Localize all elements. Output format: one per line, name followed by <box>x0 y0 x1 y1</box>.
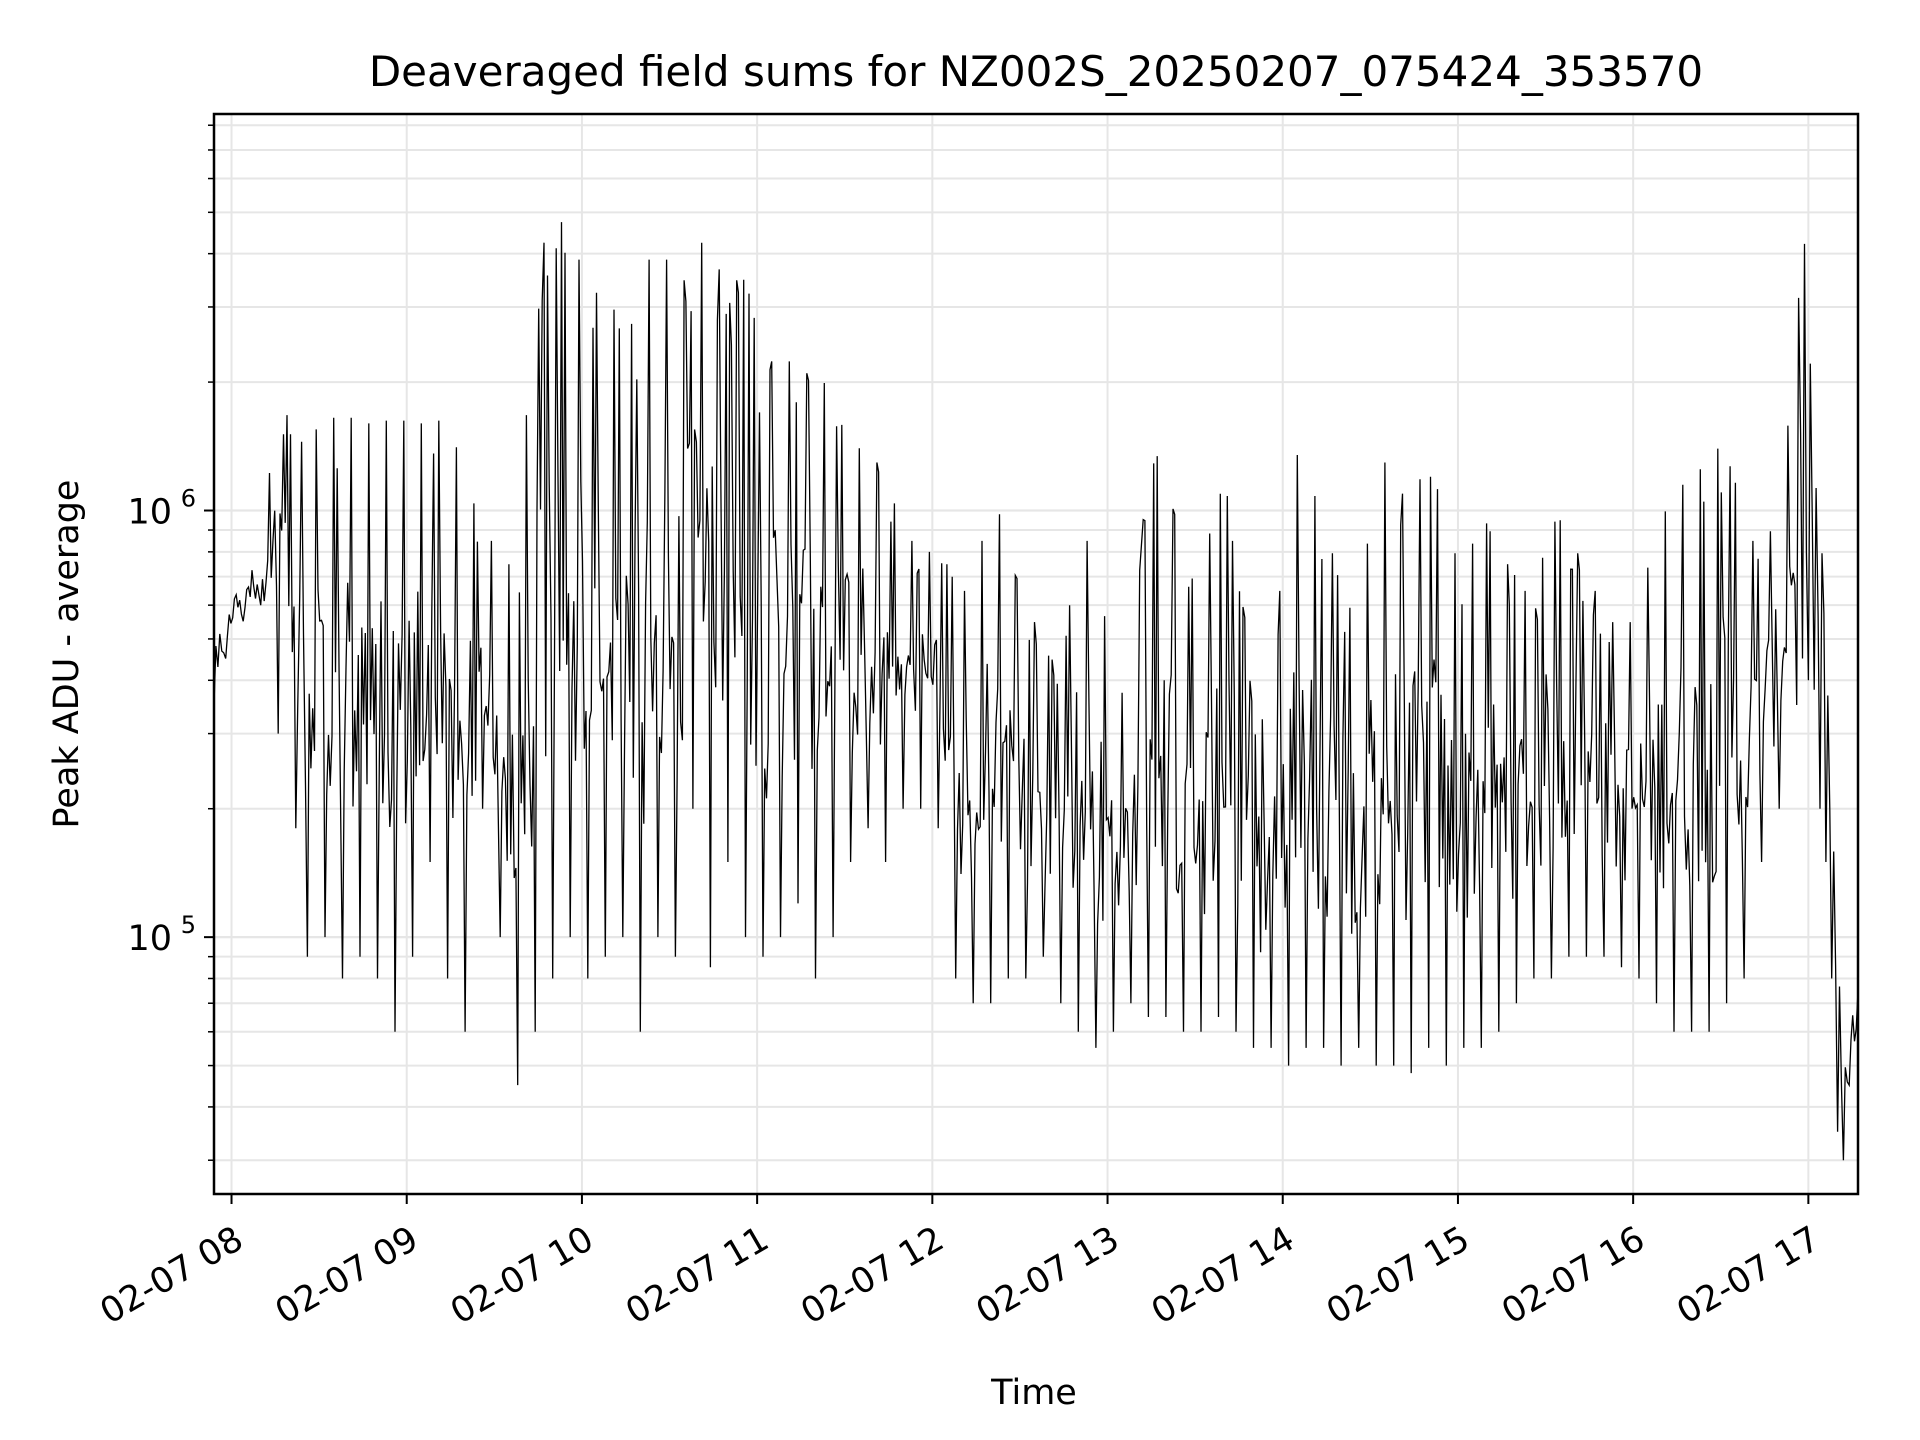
y-axis-label: Peak ADU - average <box>47 480 87 829</box>
y-tick-label: 10 <box>127 493 172 533</box>
series-layer <box>213 222 1859 1161</box>
y-tick-base: 10 <box>127 493 172 533</box>
chart-title: Deaveraged field sums for NZ002S_2025020… <box>369 47 1703 96</box>
y-tick-label: 10 <box>127 919 172 959</box>
y-tick-exponent: 6 <box>181 485 196 513</box>
plot-frame <box>212 112 1860 1196</box>
x-axis-label: Time <box>990 1373 1077 1413</box>
y-tick-exponent: 5 <box>181 911 196 939</box>
y-tick-base: 10 <box>127 919 172 959</box>
series-line-0 <box>213 222 1859 1161</box>
